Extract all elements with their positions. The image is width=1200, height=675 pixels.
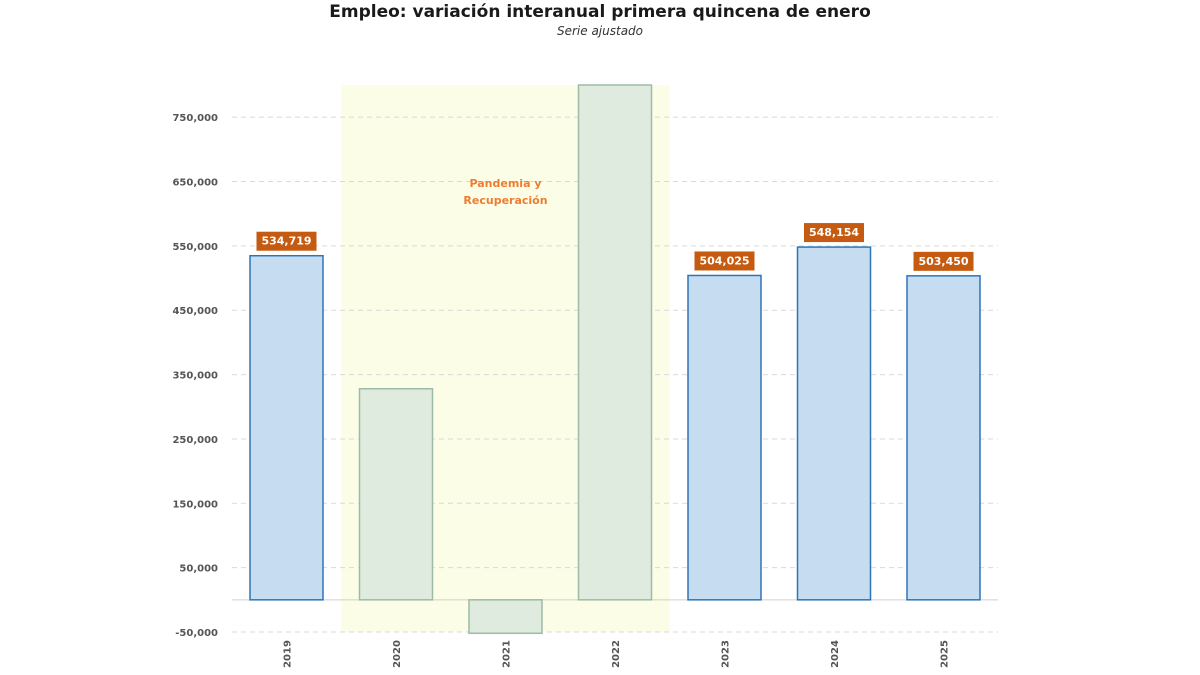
y-tick-label: 150,000 (172, 499, 218, 510)
chart-title: Empleo: variación interanual primera qui… (329, 2, 871, 22)
data-label-box (256, 231, 317, 251)
y-tick-label: 750,000 (172, 113, 218, 124)
data-label-box (913, 251, 974, 271)
y-tick-label: 450,000 (172, 306, 218, 317)
x-tick-label: 2023 (721, 640, 732, 668)
data-label: 534,719 (261, 235, 311, 248)
bar-2021 (468, 599, 543, 635)
y-tick-label: 550,000 (172, 242, 218, 253)
y-tick-label: -50,000 (175, 628, 218, 639)
y-tick-label: 650,000 (172, 178, 218, 189)
bar-2019 (249, 254, 324, 601)
bar-2023 (687, 274, 762, 601)
bar-2020 (358, 387, 434, 601)
x-tick-label: 2025 (940, 640, 951, 668)
data-label: 548,154 (809, 226, 859, 239)
x-tick-label: 2022 (611, 640, 622, 668)
x-tick-label: 2019 (283, 640, 294, 668)
bar-2025 (906, 275, 981, 601)
data-label: 503,450 (918, 255, 968, 268)
bar-2022 (577, 84, 653, 601)
shaded-region-label: Pandemia y (469, 177, 541, 190)
y-tick-label: 250,000 (172, 435, 218, 446)
data-label: 504,025 (699, 254, 749, 267)
chart-subtitle: Serie ajustado (556, 24, 644, 38)
shaded-region-label: Recuperación (463, 194, 547, 207)
x-tick-label: 2021 (502, 640, 513, 668)
x-tick-label: 2020 (392, 640, 403, 668)
data-label-box (804, 223, 864, 243)
bar-2024 (796, 246, 872, 601)
x-tick-label: 2024 (830, 640, 841, 668)
y-tick-label: 50,000 (179, 564, 218, 575)
data-label-box (694, 251, 755, 271)
y-tick-label: 350,000 (172, 371, 218, 382)
